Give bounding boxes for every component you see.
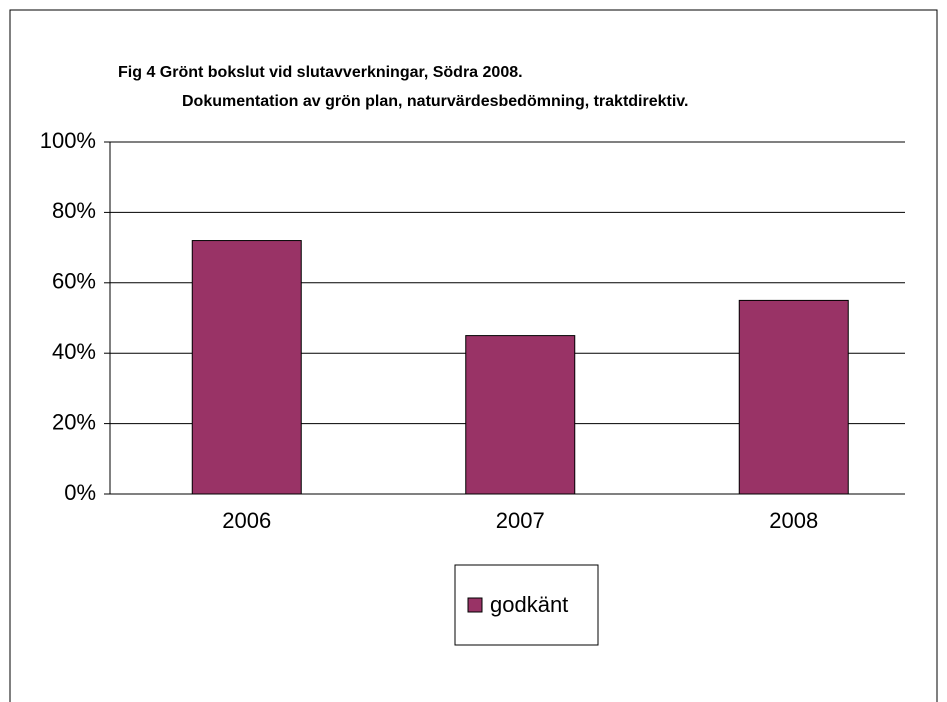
x-tick-label: 2007: [496, 508, 545, 533]
bar: [738, 299, 849, 495]
y-tick-label: 80%: [52, 198, 96, 223]
chart-subtitle: Dokumentation av grön plan, naturvärdesb…: [182, 93, 688, 110]
y-tick-label: 40%: [52, 339, 96, 364]
bar: [465, 335, 576, 495]
chart-title: Fig 4 Grönt bokslut vid slutavverkningar…: [118, 64, 523, 81]
y-tick-label: 0%: [64, 480, 96, 505]
chart-frame: [9, 9, 938, 702]
y-tick-label: 60%: [52, 269, 96, 294]
bar: [191, 240, 302, 495]
legend-swatch: [467, 597, 483, 613]
y-tick-label: 100%: [40, 128, 96, 153]
x-tick-label: 2006: [222, 508, 271, 533]
x-tick-label: 2008: [769, 508, 818, 533]
y-tick-label: 20%: [52, 409, 96, 434]
legend-label: godkänt: [490, 592, 568, 617]
